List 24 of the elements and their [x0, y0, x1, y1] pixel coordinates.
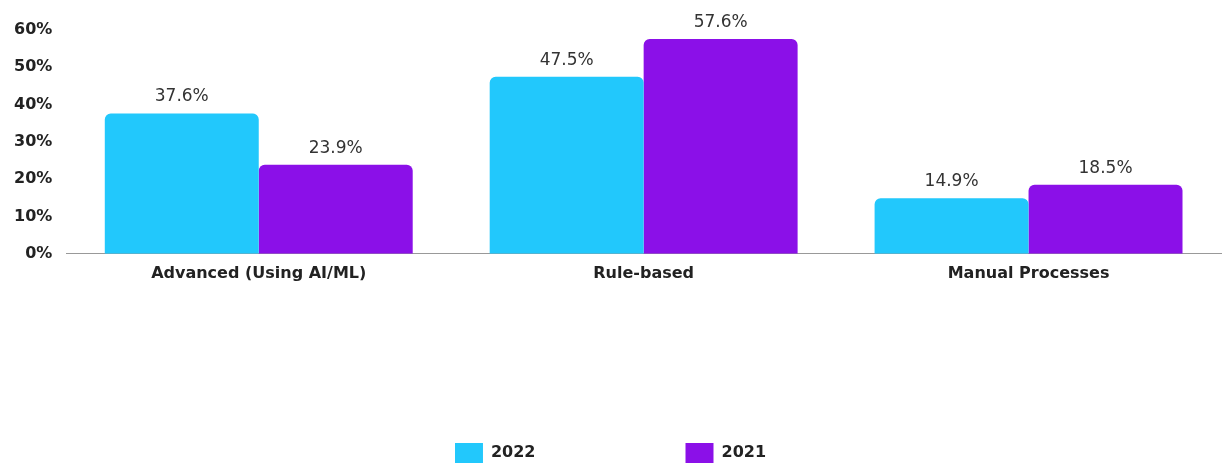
x-tick-label: Manual Processes	[947, 262, 1110, 282]
x-tick-label: Advanced (Using AI/ML)	[151, 262, 367, 282]
legend-label: 2021	[721, 442, 767, 462]
legend-label: 2022	[490, 442, 536, 462]
data-label: 23.9%	[308, 136, 363, 157]
y-tick-label: 20%	[14, 168, 53, 188]
data-label: 47.5%	[539, 48, 594, 69]
data-label: 37.6%	[154, 85, 209, 106]
y-tick-label: 0%	[25, 242, 53, 262]
y-tick-label: 10%	[14, 205, 53, 225]
x-tick-label: Rule-based	[593, 262, 695, 282]
bar	[643, 38, 798, 254]
data-label: 18.5%	[1078, 156, 1133, 177]
bar	[104, 113, 259, 254]
bar	[489, 76, 644, 254]
y-tick-label: 30%	[14, 131, 53, 151]
bar	[1028, 184, 1183, 254]
y-tick-label: 60%	[14, 19, 53, 39]
bar	[258, 164, 413, 254]
bar	[874, 198, 1029, 254]
data-label: 14.9%	[924, 170, 979, 191]
y-tick-label: 50%	[14, 56, 53, 76]
y-tick-label: 40%	[14, 93, 53, 113]
data-label: 57.6%	[693, 10, 748, 31]
